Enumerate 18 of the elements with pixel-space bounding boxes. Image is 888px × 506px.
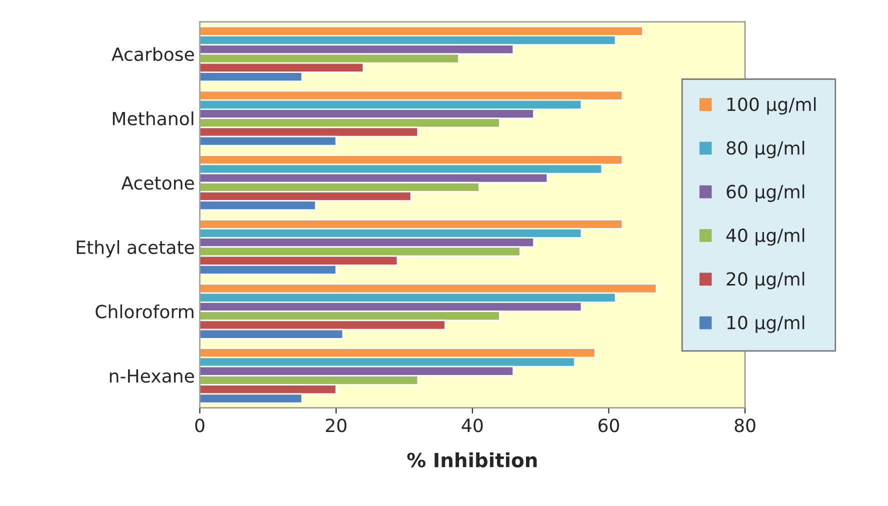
legend-label: 80 µg/ml [726, 140, 804, 158]
x-tick-label: 40 [462, 418, 483, 432]
y-tick-label: Acarbose [112, 47, 194, 62]
y-tick-label: Methanol [112, 111, 194, 126]
y-tick-label: n-Hexane [110, 369, 194, 383]
y-tick-label: Acetone [121, 176, 194, 190]
legend-label: 10 µg/ml [727, 315, 804, 333]
x-tick-label: 0 [195, 418, 204, 432]
x-tick-label: 20 [326, 418, 346, 432]
legend-label: 40 µg/ml [726, 228, 804, 246]
legend-label: 100 µg/ml [727, 97, 816, 115]
legend-label: 60 µg/ml [726, 184, 804, 202]
x-axis-title: % Inhibition [407, 452, 537, 468]
y-tick-label: Ethyl acetate [76, 240, 194, 258]
x-tick-label: 60 [598, 418, 620, 432]
y-tick-label: Chloroform [96, 304, 194, 318]
x-tick-label: 80 [734, 418, 756, 432]
legend-label: 20 µg/ml [726, 272, 804, 290]
